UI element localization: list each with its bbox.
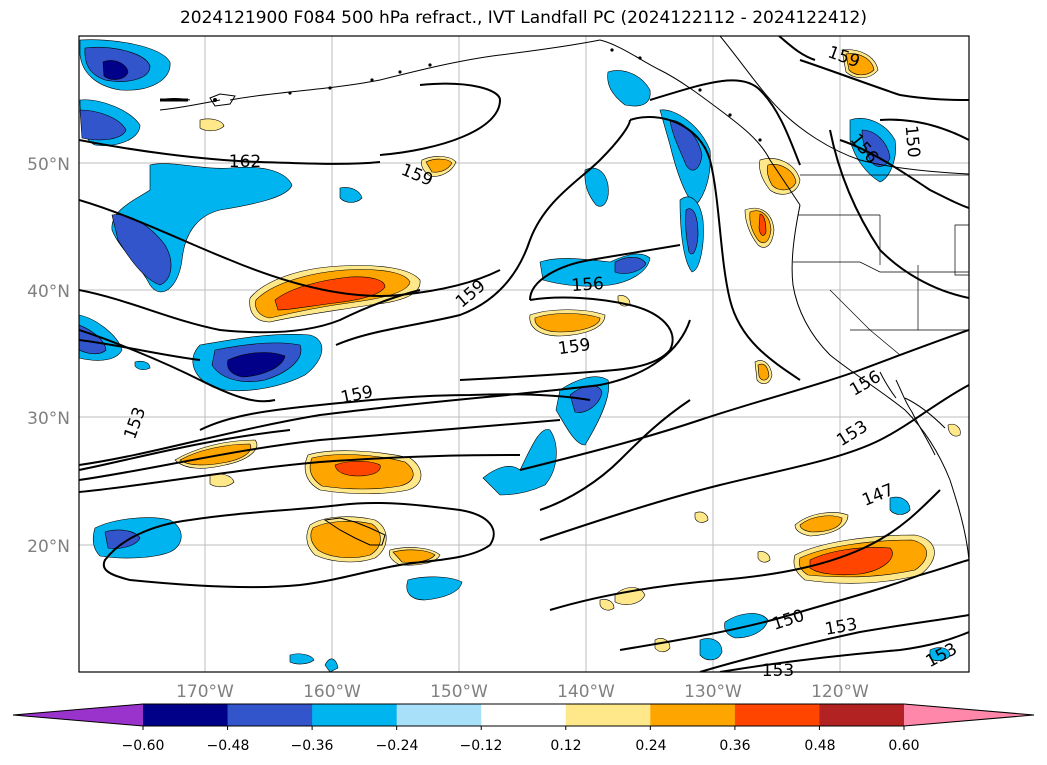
colorbar-tick-label: −0.24 <box>376 738 419 754</box>
lon-label: 150°W <box>430 682 488 702</box>
colorbar-tick-label: −0.36 <box>291 738 334 754</box>
lon-label: 140°W <box>557 682 615 702</box>
colorbar-tick-label: 0.24 <box>635 738 666 754</box>
map-panel <box>79 36 969 672</box>
lon-label: 160°W <box>303 682 361 702</box>
longitude-labels: 170°W 160°W 150°W 140°W 130°W 120°W <box>176 682 869 702</box>
colorbar-ticks: −0.60 −0.48 −0.36 −0.24 −0.12 0.12 0.24 … <box>122 738 920 754</box>
colorbar <box>12 703 1035 730</box>
colorbar-tick-label: −0.12 <box>460 738 503 754</box>
colorbar-segment <box>481 704 567 726</box>
colorbar-segment <box>227 704 313 726</box>
colorbar-segment <box>734 704 820 726</box>
political-boundaries <box>793 174 969 356</box>
lon-label: 130°W <box>684 682 742 702</box>
contour-labels: 162 159 159 159 159 159 156 156 156 153 … <box>120 42 960 681</box>
colorbar-segment <box>819 704 905 726</box>
islands <box>213 48 762 142</box>
colorbar-extend-low <box>13 704 143 726</box>
colorbar-segment <box>396 704 482 726</box>
colorbar-tick-label: 0.36 <box>719 738 750 754</box>
lon-label: 120°W <box>811 682 869 702</box>
lat-label: 30°N <box>27 409 70 429</box>
lat-label: 20°N <box>27 537 70 557</box>
colorbar-segment <box>312 704 398 726</box>
colorbar-tick-label: −0.48 <box>207 738 250 754</box>
colorbar-tick-label: 0.60 <box>888 738 919 754</box>
refractivity-contours <box>79 36 969 672</box>
coastlines <box>159 36 969 561</box>
lat-label: 50°N <box>27 155 70 175</box>
colorbar-extend-high <box>904 704 1034 726</box>
graticule <box>79 36 969 672</box>
contour-label: 156 <box>571 274 605 296</box>
lat-label: 40°N <box>27 282 70 302</box>
colorbar-segment <box>565 704 651 726</box>
latitude-labels: 50°N 40°N 30°N 20°N <box>27 155 70 557</box>
contour-label: 159 <box>557 335 592 359</box>
map-frame <box>78 35 970 673</box>
colorbar-tick-label: 0.48 <box>804 738 835 754</box>
contour-label: 153 <box>762 661 794 681</box>
contour-label: 150 <box>901 125 924 159</box>
contour-label: 162 <box>229 152 261 172</box>
colorbar-tick-label: 0.12 <box>550 738 581 754</box>
colorbar-segment <box>650 704 736 726</box>
positive-anomaly-regions <box>174 49 961 653</box>
colorbar-segment <box>143 704 229 726</box>
lon-label: 170°W <box>176 682 234 702</box>
colorbar-tick-label: −0.60 <box>122 738 165 754</box>
map-title: 2024121900 F084 500 hPa refract., IVT La… <box>179 8 867 28</box>
